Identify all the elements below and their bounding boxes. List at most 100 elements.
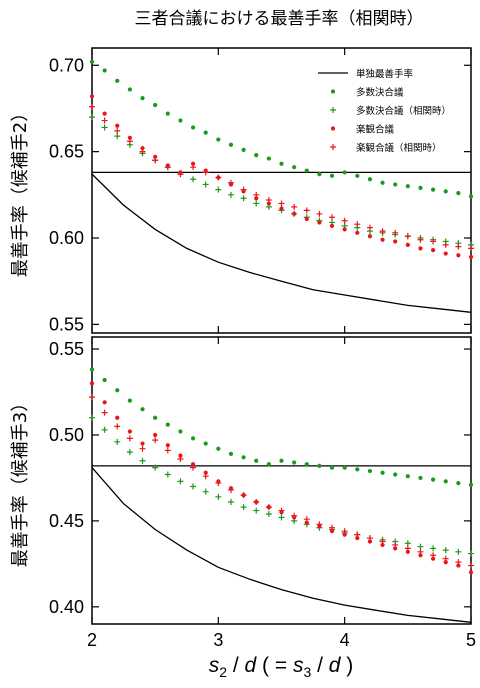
data-point-dot bbox=[456, 563, 461, 568]
data-point-plus bbox=[265, 511, 272, 518]
y-tick-label: 0.55 bbox=[49, 314, 84, 334]
legend-dot-marker bbox=[330, 89, 336, 94]
data-point-plus bbox=[152, 464, 159, 471]
data-point-dot bbox=[468, 570, 474, 575]
data-point-dot bbox=[266, 201, 271, 206]
data-point-plus bbox=[126, 138, 133, 145]
data-point-plus bbox=[227, 486, 234, 493]
data-point-dot bbox=[367, 177, 373, 182]
data-point-plus bbox=[442, 547, 449, 554]
data-point-dot bbox=[329, 465, 335, 470]
data-point-dot bbox=[418, 246, 423, 251]
legend-plus-marker bbox=[330, 107, 336, 113]
data-point-plus bbox=[152, 157, 159, 164]
data-point-dot bbox=[165, 422, 170, 427]
data-point-dot bbox=[380, 180, 385, 185]
panel-bottom: 0.40 0.45 0.50 0.55 2 3 4 5 最善手率（候補手3） bbox=[10, 336, 476, 650]
data-point-plus bbox=[164, 471, 171, 478]
legend-dot-marker bbox=[330, 126, 336, 131]
data-point-dot bbox=[355, 467, 360, 472]
data-point-plus bbox=[164, 164, 171, 171]
data-point-plus bbox=[354, 221, 361, 228]
data-point-dot bbox=[380, 542, 385, 548]
data-point-dot bbox=[468, 254, 474, 260]
data-point-plus bbox=[303, 207, 310, 214]
data-point-plus bbox=[278, 514, 285, 521]
data-point-plus bbox=[240, 195, 247, 202]
chart-title: 三者合議における最善手率（相関時） bbox=[135, 9, 424, 29]
data-point-plus bbox=[430, 552, 437, 559]
y-axis-label: 最善手率（候補手3） bbox=[10, 394, 31, 567]
x-label-s3: s bbox=[293, 654, 304, 677]
data-point-dot bbox=[266, 462, 271, 467]
data-point-dot bbox=[102, 400, 107, 405]
plot-frame bbox=[91, 47, 472, 334]
data-point-plus bbox=[190, 464, 197, 471]
data-point-dot bbox=[405, 184, 410, 189]
data-point-plus bbox=[354, 531, 361, 538]
data-point-plus bbox=[101, 117, 108, 124]
x-axis-label: s2 / d ( = s3 / d ) bbox=[209, 654, 354, 680]
data-point-dot bbox=[102, 68, 107, 73]
data-point-dot bbox=[102, 111, 107, 116]
data-point-plus bbox=[89, 103, 95, 110]
panel-top: 0.55 0.60 0.65 0.70 最善手率（候補手2） bbox=[10, 47, 474, 334]
x-label-sub3: 3 bbox=[303, 664, 311, 680]
data-point-dot bbox=[456, 253, 461, 258]
data-point-dot bbox=[418, 185, 423, 191]
data-point-plus bbox=[215, 493, 222, 500]
data-point-plus bbox=[417, 543, 424, 550]
data-point-plus bbox=[253, 498, 260, 505]
x-tick-label: 2 bbox=[87, 630, 97, 650]
data-point-dot bbox=[304, 462, 309, 467]
data-point-dot bbox=[115, 78, 120, 83]
data-point-dot bbox=[115, 123, 120, 128]
data-point-plus bbox=[278, 200, 285, 207]
x-label-s2: s bbox=[209, 654, 220, 677]
data-point-plus bbox=[379, 228, 386, 235]
data-point-plus bbox=[139, 445, 146, 452]
data-point-dot bbox=[115, 388, 120, 393]
data-point-plus bbox=[227, 179, 234, 186]
data-point-dot bbox=[165, 111, 170, 116]
legend-plus-marker bbox=[330, 144, 336, 150]
data-point-plus bbox=[404, 545, 411, 552]
x-label-close: ) bbox=[340, 654, 353, 677]
data-point-plus bbox=[114, 423, 121, 430]
data-point-plus bbox=[392, 229, 399, 236]
data-point-plus bbox=[202, 488, 209, 495]
data-point-dot bbox=[115, 415, 120, 420]
data-point-dot bbox=[178, 429, 183, 434]
data-point-dot bbox=[178, 453, 183, 458]
data-point-plus bbox=[202, 473, 209, 480]
data-point-plus bbox=[316, 210, 323, 217]
data-point-dot bbox=[254, 152, 259, 158]
data-point-dot bbox=[89, 381, 95, 386]
data-point-dot bbox=[431, 477, 436, 482]
x-label-d2: d bbox=[329, 654, 342, 677]
data-point-dot bbox=[190, 161, 196, 166]
x-label-slash1: / bbox=[227, 654, 245, 677]
legend-label: 多数決合議 bbox=[356, 87, 404, 99]
data-point-dot bbox=[304, 216, 309, 222]
data-point-plus bbox=[190, 176, 197, 183]
data-point-dot bbox=[393, 546, 398, 551]
data-point-plus bbox=[152, 437, 159, 444]
data-point-dot bbox=[190, 125, 196, 130]
data-point-dot bbox=[304, 520, 309, 525]
y-tick-label: 0.65 bbox=[49, 142, 84, 162]
data-point-plus bbox=[341, 528, 348, 535]
data-point-plus bbox=[392, 541, 399, 548]
y-axis-label: 最善手率（候補手2） bbox=[10, 104, 31, 277]
data-point-plus bbox=[89, 114, 95, 121]
data-point-dot bbox=[153, 102, 158, 108]
data-point-dot bbox=[405, 242, 410, 248]
data-point-dot bbox=[153, 415, 158, 420]
x-label-d1: d bbox=[245, 654, 258, 677]
data-point-dot bbox=[380, 237, 385, 242]
data-point-dot bbox=[292, 460, 297, 465]
series-solo-curve bbox=[91, 173, 472, 313]
data-point-plus bbox=[430, 238, 437, 245]
data-point-dot bbox=[127, 87, 132, 92]
